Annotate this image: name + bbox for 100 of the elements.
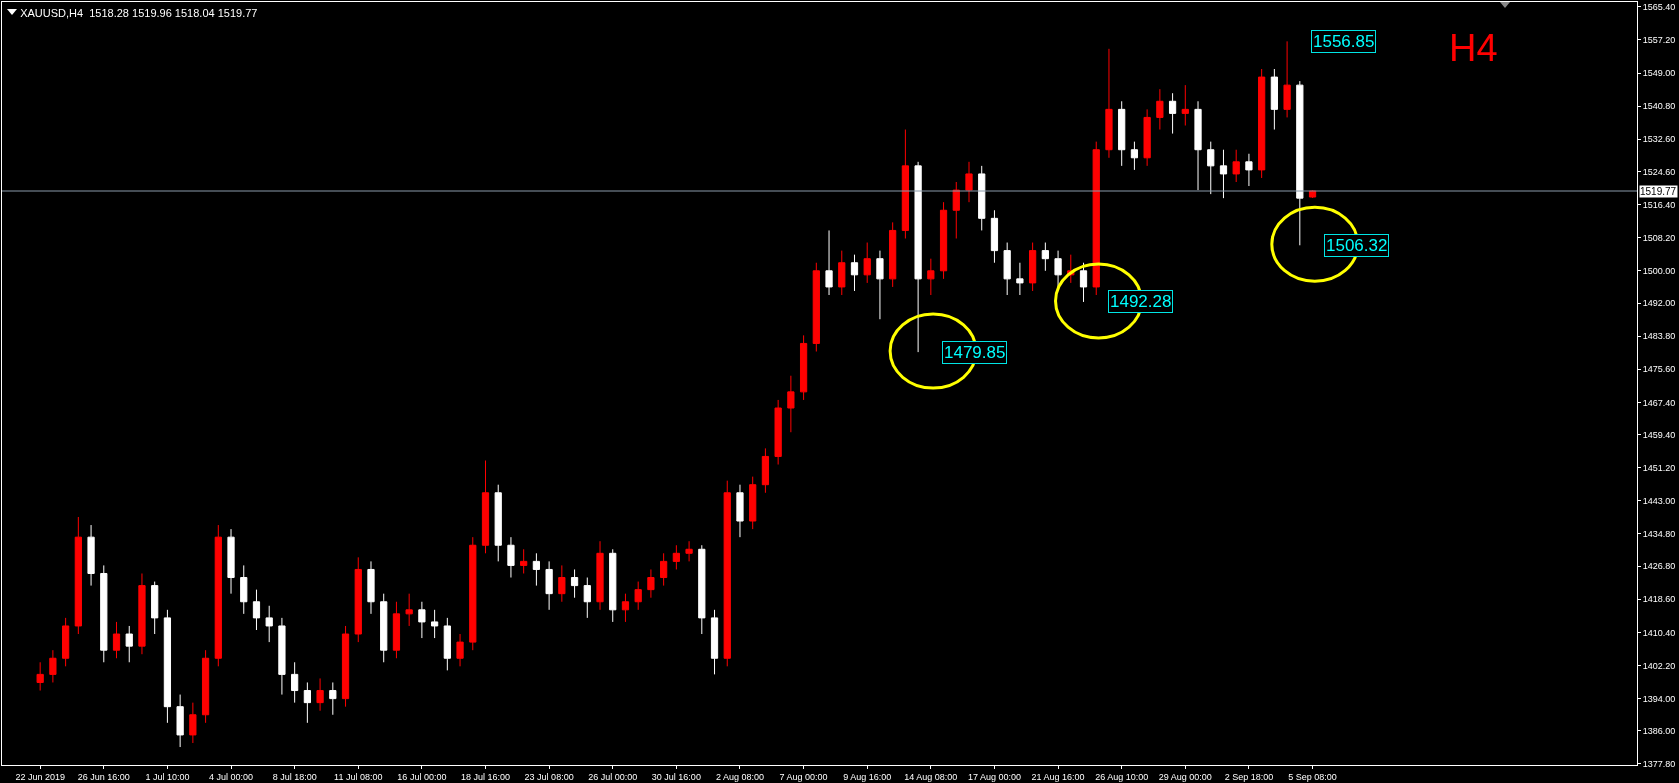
x-tick-label: 26 Aug 10:00: [1095, 771, 1149, 782]
x-tick-label: 21 Aug 16:00: [1031, 771, 1085, 782]
candlestick: [1258, 68, 1266, 179]
y-tick-label: 1483.80: [1642, 331, 1676, 342]
candlestick: [736, 484, 744, 538]
x-tick-label: 8 Jul 18:00: [272, 771, 317, 782]
y-tick-label: 1386.00: [1642, 726, 1676, 737]
candlestick: [1270, 68, 1278, 131]
candlestick: [278, 617, 286, 696]
candlestick: [723, 480, 731, 667]
candlestick: [418, 601, 426, 639]
y-tick-label: 1434.80: [1642, 529, 1676, 540]
candlestick: [176, 694, 184, 748]
candlestick: [291, 661, 299, 704]
candlestick: [1130, 141, 1139, 171]
annotation: 1479.85: [944, 343, 1006, 362]
candlestick: [520, 548, 528, 574]
candlestick: [876, 250, 884, 320]
candlestick: [74, 516, 82, 635]
x-tick-label: 17 Aug 00:00: [967, 771, 1021, 782]
x-tick-label: 23 Jul 08:00: [524, 771, 574, 782]
candlestick: [863, 242, 871, 284]
candlestick: [990, 209, 999, 264]
y-tick-label: 1516.40: [1642, 199, 1676, 210]
x-tick-label: 2 Sep 18:00: [1224, 771, 1274, 782]
candlestick: [380, 593, 388, 663]
x-tick-label: 2 Aug 08:00: [715, 771, 764, 782]
candlestick: [100, 564, 108, 663]
y-tick-label: 1492.00: [1642, 298, 1676, 309]
y-tick-label: 1540.80: [1642, 101, 1676, 112]
x-tick-label: 18 Jul 16:00: [460, 771, 511, 782]
y-tick-label: 1426.80: [1642, 561, 1676, 572]
annotation: H4: [1449, 27, 1498, 69]
candlestick: [749, 476, 757, 530]
candlestick: [1168, 92, 1177, 135]
candlestick: [494, 484, 502, 562]
candlestick: [481, 459, 490, 554]
candlestick: [1207, 141, 1215, 195]
candlestick: [430, 609, 439, 639]
candlestick: [214, 524, 222, 667]
candlestick: [647, 568, 655, 599]
x-tick-label: 22 Jun 2019: [15, 771, 65, 782]
candlestick: [1054, 250, 1062, 288]
candlestick: [62, 617, 70, 667]
x-tick-label: 11 Jul 08:00: [334, 771, 383, 782]
candlestick: [710, 609, 719, 675]
candlestick: [265, 605, 273, 643]
candlestick: [672, 544, 680, 570]
y-tick-label: 1508.20: [1642, 232, 1676, 243]
candlestick: [36, 661, 44, 692]
candlestick: [1105, 48, 1113, 159]
candlestick: [978, 165, 986, 231]
candlestick: [1079, 262, 1088, 303]
candlestick: [354, 556, 362, 643]
candlestick: [507, 536, 515, 579]
y-tick-label: 1377.80: [1642, 759, 1676, 770]
candlestick: [927, 258, 935, 296]
candlestick: [965, 161, 973, 203]
candlestick: [532, 552, 541, 587]
x-tick-label: 14 Aug 08:00: [904, 771, 958, 782]
y-tick-label: 1475.60: [1642, 364, 1676, 375]
candlestick: [558, 564, 566, 603]
x-tick-label: 26 Jul 00:00: [588, 771, 638, 782]
candlestick: [252, 589, 261, 631]
y-tick-label: 1410.40: [1642, 627, 1676, 638]
x-tick-label: 5 Sep 08:00: [1288, 771, 1337, 782]
x-tick-label: 7 Aug 00:00: [779, 771, 828, 782]
candlestick: [583, 577, 591, 619]
y-tick-label: 1549.00: [1642, 68, 1676, 79]
x-tick-label: 9 Aug 16:00: [843, 771, 892, 782]
candlestick: [201, 649, 210, 724]
candlestick: [1232, 149, 1240, 183]
candlestick: [443, 617, 451, 671]
candlestick: [939, 201, 948, 280]
candlestick: [1181, 84, 1189, 126]
candlestick: [1029, 242, 1037, 292]
candlestick: [952, 181, 960, 240]
candlestick: [761, 447, 770, 494]
candlestick: [341, 625, 350, 708]
candlestick: [660, 552, 668, 587]
y-tick-label: 1418.60: [1642, 594, 1676, 605]
candlestick: [469, 536, 477, 651]
candlestick: [1003, 242, 1011, 296]
candlestick: [850, 254, 859, 292]
text: XAUUSD,H4 1518.28 1519.96 1518.04 1519.77: [20, 7, 258, 20]
candlestick: [1194, 100, 1202, 191]
x-tick-label: 26 Jun 16:00: [77, 771, 130, 782]
candlestick: [87, 524, 95, 587]
x-tick-label: 29 Aug 00:00: [1158, 771, 1212, 782]
y-tick-label: 1565.40: [1642, 1, 1676, 12]
candlestick: [621, 593, 630, 623]
candlestick: [787, 375, 795, 433]
candlestick: [596, 540, 604, 611]
candlestick: [227, 528, 235, 595]
x-tick-label: 16 Jul 00:00: [397, 771, 447, 782]
y-tick-label: 1394.00: [1642, 693, 1676, 704]
candlestick: [49, 649, 57, 683]
candlestick: [189, 702, 197, 744]
candlestick: [901, 129, 909, 240]
y-tick-label: 1557.20: [1642, 35, 1676, 46]
